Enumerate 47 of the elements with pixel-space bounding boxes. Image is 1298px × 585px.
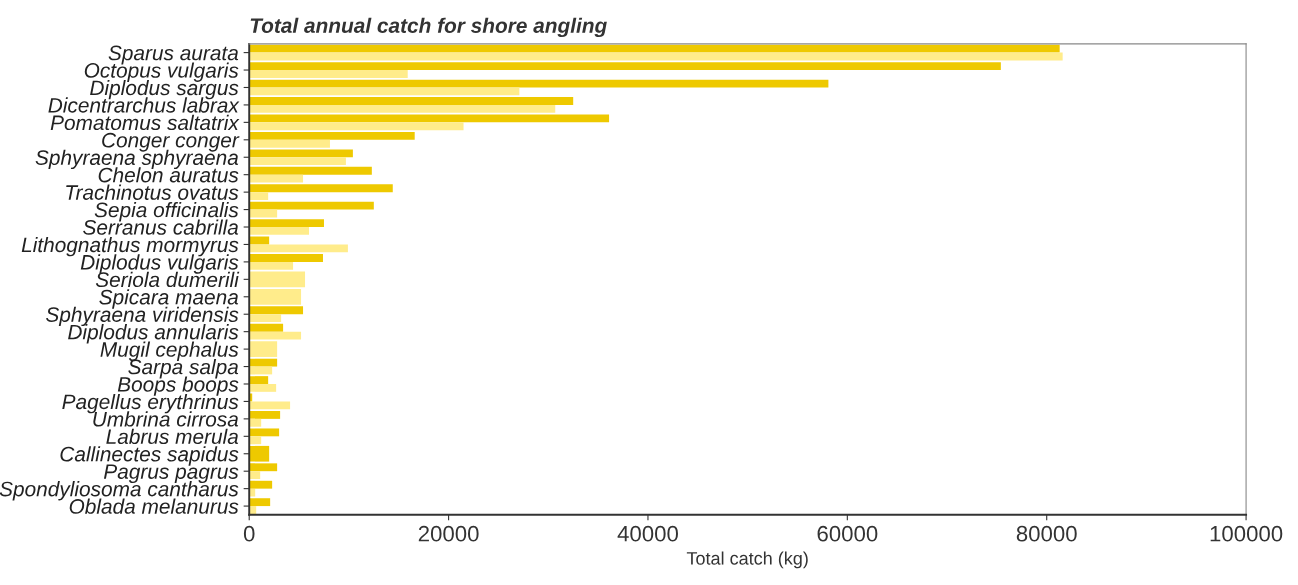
- x-tick-label: 60000: [817, 525, 878, 542]
- x-tick-label: 40000: [617, 525, 678, 542]
- bar: [249, 157, 346, 166]
- bar: [249, 122, 464, 131]
- bar: [249, 201, 374, 210]
- bar: [249, 254, 323, 262]
- x-tick-label: 100000: [1210, 525, 1283, 542]
- bar: [249, 149, 353, 158]
- bar: [249, 44, 1060, 53]
- bar: [249, 383, 277, 392]
- bar: [249, 227, 310, 235]
- y-tick-label: Trachinotus ovatus: [66, 184, 239, 200]
- bar: [249, 436, 262, 445]
- bar: [249, 70, 408, 78]
- y-tick-label: Serranus cabrilla: [83, 219, 239, 235]
- x-tick-label: 20000: [418, 525, 479, 542]
- bar: [249, 411, 281, 419]
- bar: [249, 139, 330, 148]
- bar: [249, 323, 284, 332]
- bar: [249, 97, 574, 105]
- bar: [249, 166, 372, 175]
- bar: [249, 174, 304, 183]
- bar: [249, 306, 304, 315]
- bar: [249, 314, 282, 323]
- x-tick-label: 80000: [1016, 525, 1077, 542]
- bar: [249, 192, 269, 200]
- bar: [249, 428, 280, 437]
- bar: [249, 244, 348, 253]
- bar: [249, 131, 415, 140]
- y-tick-label: Labrus merula: [106, 428, 239, 445]
- bar: [249, 418, 262, 427]
- bar: [249, 219, 324, 228]
- bar: [249, 62, 1001, 71]
- bar: [249, 471, 261, 480]
- y-tick-label: Chelon auratus: [98, 167, 239, 183]
- x-tick-label: 0: [243, 525, 255, 542]
- x-axis-title: Total catch (kg): [686, 551, 808, 569]
- bar: [249, 480, 273, 489]
- chart-title: Total annual catch for shore angling: [250, 17, 607, 38]
- bar: [249, 87, 520, 96]
- bar: [249, 184, 393, 193]
- bar: [249, 358, 278, 367]
- bar: [249, 376, 269, 384]
- bar: [249, 104, 556, 113]
- bar: [249, 498, 271, 507]
- y-tick-label: Pomatomus saltatrix: [50, 114, 240, 131]
- bar: [249, 401, 291, 410]
